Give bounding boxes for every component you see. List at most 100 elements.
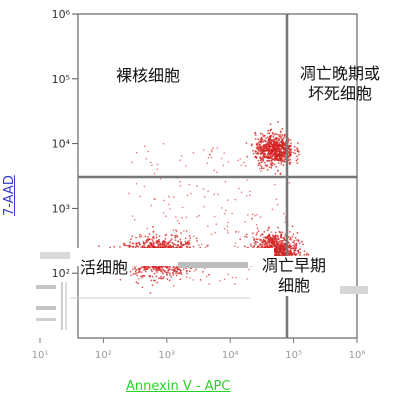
scatter-point [144, 235, 147, 238]
scatter-point [119, 278, 122, 281]
scatter-point [143, 246, 146, 249]
scatter-point [274, 153, 277, 156]
scatter-point [188, 239, 191, 242]
scatter-point [268, 166, 271, 169]
scatter-point [291, 252, 293, 255]
scatter-point [213, 216, 216, 218]
scatter-point [158, 277, 160, 280]
scatter-point [279, 143, 281, 146]
scatter-point [271, 132, 274, 135]
scatter-point [282, 152, 285, 154]
scatter-point [248, 268, 250, 271]
scatter-point [257, 230, 260, 233]
scatter-point [282, 160, 284, 163]
scatter-point [253, 242, 256, 244]
scatter-point [273, 144, 275, 146]
scatter-point [269, 154, 272, 157]
scatter-point [181, 206, 184, 209]
scatter-point [178, 272, 180, 275]
scatter-point [276, 133, 278, 136]
scatter-point [138, 243, 141, 246]
x-tick-label: 10⁶ [349, 350, 366, 361]
scatter-point [141, 245, 144, 248]
scatter-point [264, 161, 266, 164]
scatter-point [199, 279, 202, 281]
scatter-point [171, 268, 173, 271]
scatter-point [257, 159, 260, 162]
scatter-point [256, 143, 258, 146]
scatter-point [296, 150, 299, 153]
scatter-point [214, 231, 217, 234]
quadrant-label-bottom-right-line2: 细胞 [277, 276, 310, 295]
scatter-point [271, 208, 274, 211]
scatter-point [244, 235, 246, 238]
x-tick-label: 10² [95, 350, 112, 361]
scatter-point [176, 244, 179, 247]
x-tick-label: 10⁴ [222, 350, 239, 361]
scatter-point [281, 242, 283, 245]
scatter-point [273, 141, 276, 144]
scatter-point [227, 232, 229, 234]
scatter-point [151, 275, 154, 278]
scatter-point [223, 228, 226, 230]
x-tick-label: 10⁵ [285, 350, 302, 361]
scatter-point [266, 159, 269, 162]
scatter-point [172, 272, 175, 274]
scatter-point [147, 150, 149, 153]
scatter-point [169, 208, 171, 210]
scatter-point [259, 156, 261, 159]
scatter-point [275, 248, 277, 251]
scatter-point [282, 239, 285, 242]
scatter-point [284, 151, 286, 154]
scatter-point [164, 245, 167, 248]
scatter-point [264, 137, 267, 140]
scatter-point [269, 156, 272, 159]
scatter-point [150, 268, 153, 271]
scatter-point [262, 167, 265, 170]
scatter-point [279, 154, 281, 157]
scatter-point [146, 241, 149, 244]
scatter-point [265, 237, 268, 240]
scatter-point [277, 241, 280, 244]
scatter-point [249, 243, 252, 246]
scatter-point [293, 239, 296, 242]
quadrant-label-bottom-right: 凋亡早期 细胞 [252, 256, 336, 296]
scatter-point [282, 252, 285, 254]
scatter-point [153, 197, 155, 200]
scatter-point [254, 240, 257, 243]
scatter-point [138, 268, 141, 270]
scatter-point [246, 179, 249, 181]
scatter-point [129, 241, 132, 244]
scatter-point [292, 233, 295, 236]
scatter-point [277, 162, 280, 164]
scatter-point [277, 155, 279, 158]
scatter-point [261, 155, 264, 158]
scatter-point [147, 246, 149, 249]
scatter-point [297, 249, 300, 252]
scatter-point [166, 274, 168, 276]
scatter-point [185, 216, 188, 219]
scatter-point [272, 153, 275, 156]
scatter-point [240, 164, 243, 167]
scatter-point [141, 286, 144, 289]
scatter-point [175, 272, 177, 275]
scatter-point [264, 155, 267, 158]
scatter-point [174, 237, 176, 239]
scatter-point [153, 267, 156, 269]
scatter-point [256, 232, 258, 234]
scatter-point [295, 159, 298, 162]
scatter-point [283, 245, 285, 248]
scatter-point [265, 147, 268, 150]
scatter-point [266, 136, 269, 139]
scatter-point [293, 249, 295, 252]
scatter-point [156, 168, 158, 170]
scatter-point [274, 132, 277, 135]
scatter-point [172, 268, 175, 271]
scatter-point [153, 173, 156, 175]
scatter-point [156, 281, 159, 284]
scatter-point [171, 241, 174, 244]
scatter-point [277, 238, 280, 241]
scatter-point [254, 214, 256, 217]
scatter-point [165, 271, 168, 274]
scatter-point [264, 241, 267, 244]
